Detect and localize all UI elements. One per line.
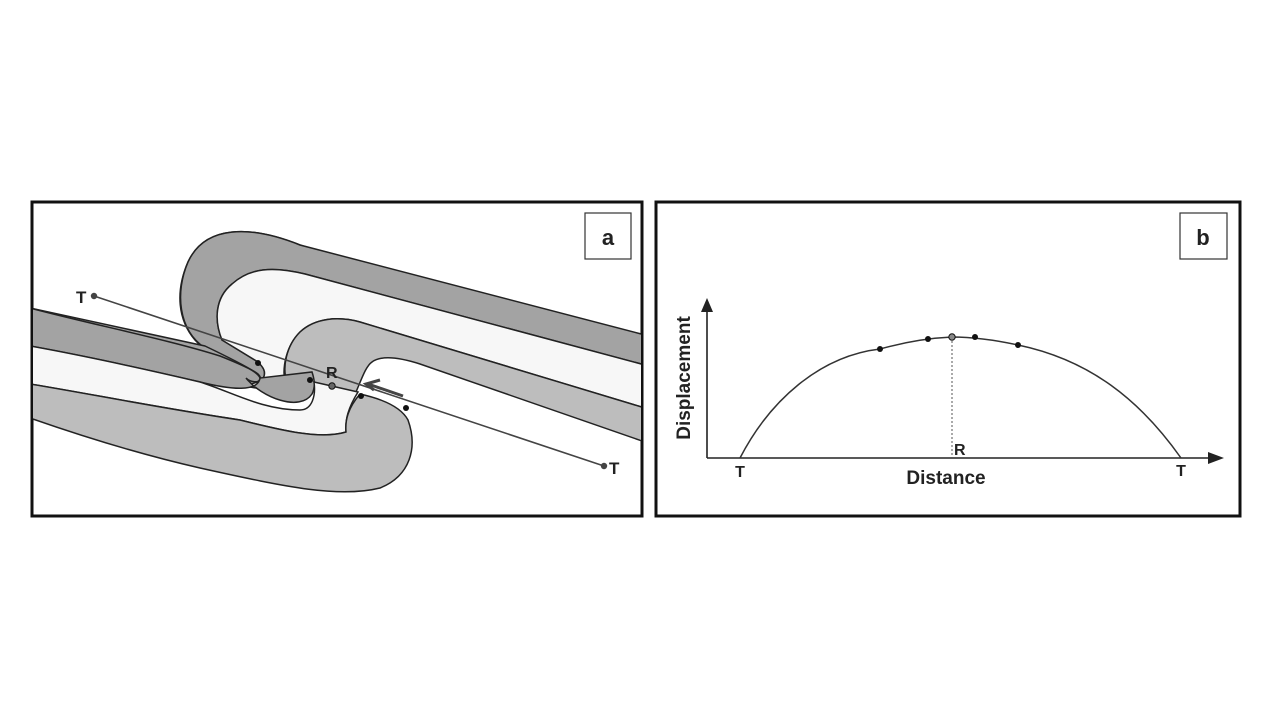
reference-point-r: [328, 382, 336, 390]
cutoff-point: [255, 360, 261, 366]
fault-tip-left-label: T: [76, 288, 87, 307]
panel-b-tag-box: [1179, 212, 1228, 260]
panel-a-tag-box: [584, 212, 632, 260]
y-axis-arrow-icon: [701, 298, 713, 312]
profile-point: [1015, 342, 1021, 348]
fault-tip-right-label: T: [609, 459, 620, 478]
panel-a-tag: a: [602, 225, 615, 250]
cutoff-point: [307, 377, 313, 383]
tip-right-label: T: [1176, 463, 1186, 480]
panel-b-tag: b: [1196, 225, 1209, 250]
panel-b: b Displacement Distance T T R: [654, 200, 1242, 518]
x-axis-arrow-icon: [1208, 452, 1224, 464]
panel-a: T T R a: [30, 200, 644, 518]
cutoff-point: [403, 405, 409, 411]
profile-point-r: [948, 333, 956, 341]
fault-line: [90, 292, 608, 470]
fold-layers: [33, 230, 641, 493]
reference-point-label: R: [326, 365, 338, 382]
profile-point: [972, 334, 978, 340]
fault-tip-right-point: [600, 462, 608, 470]
x-axis: [707, 452, 1224, 464]
profile-point: [877, 346, 883, 352]
profile-point: [925, 336, 931, 342]
cutoff-point: [358, 393, 364, 399]
fault-tip-left-point: [90, 292, 98, 300]
lower-mid-layer: [33, 383, 413, 493]
slip-direction-arrow-icon: [362, 378, 404, 398]
panel-b-frame: [654, 200, 1242, 518]
reference-point-label-b: R: [954, 442, 966, 459]
tip-left-label: T: [735, 464, 745, 481]
y-axis-label: Displacement: [674, 316, 695, 440]
y-axis: [701, 298, 713, 458]
x-axis-label: Distance: [906, 468, 985, 489]
